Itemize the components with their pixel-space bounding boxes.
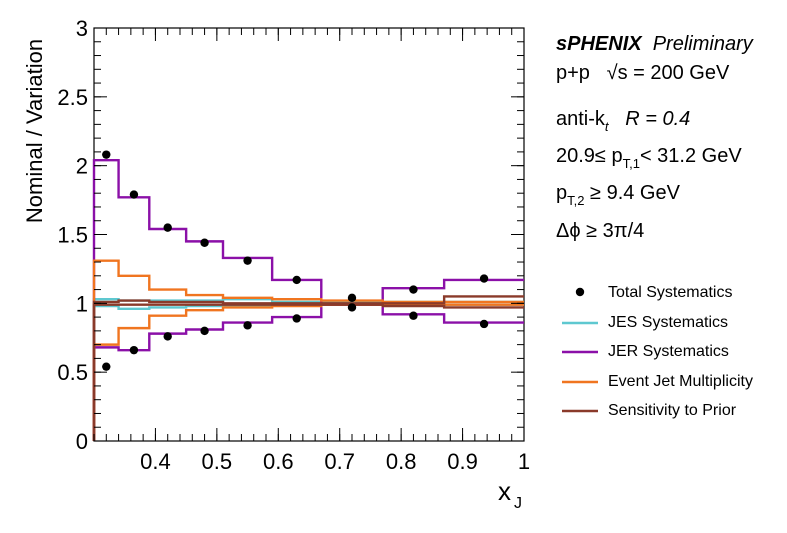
pt2-lo: p (556, 182, 568, 204)
x-tick-label: 0.8 (386, 449, 417, 474)
x-tick-label: 0.5 (202, 449, 233, 474)
jet-algo-prefix: anti-k (556, 108, 605, 130)
legend-label-multiplicity: Event Jet Multiplicity (608, 373, 753, 390)
data-point-total-systematics (102, 150, 111, 159)
leading-pt-label: 20.9≤ pT,1< 31.2 GeV (556, 145, 742, 171)
y-tick-label: 1 (76, 291, 88, 316)
y-tick-label: 3 (76, 16, 88, 41)
data-point-total-systematics (292, 275, 301, 285)
x-tick-label: 1 (518, 449, 530, 474)
x-tick-label: 0.7 (324, 449, 355, 474)
y-tick-label: 2 (76, 154, 88, 179)
x-tick-label: 0.9 (447, 449, 478, 474)
y-tick-label: 2.5 (57, 85, 88, 110)
legend-line-prior (562, 409, 598, 413)
jet-radius: R = 0.4 (625, 108, 691, 130)
dphi-label: Δϕ ≥ 3π/4 (556, 220, 645, 242)
subleading-pt-label: pT,2 ≥ 9.4 GeV (556, 182, 680, 208)
series-upper-jes-systematics (92, 298, 524, 441)
legend-label-jes: JES Systematics (608, 314, 729, 331)
series-lower-sensitivity-to-prior (92, 303, 524, 441)
x-axis-label-subscript: J (514, 495, 522, 512)
jet-algo-sub: t (604, 119, 609, 134)
data-point-total-systematics (200, 238, 209, 247)
data-point-total-systematics (200, 326, 209, 336)
pt1-sub: T,1 (622, 156, 640, 171)
series-upper-jer-systematics (92, 158, 524, 441)
y-tick-label: 0 (76, 429, 88, 454)
series-lower-jes-systematics (92, 303, 524, 441)
pt2-hi: ≥ 9.4 GeV (590, 182, 680, 204)
data-point-total-systematics (479, 274, 489, 283)
pt1-hi: < 31.2 GeV (639, 145, 742, 167)
data-point-total-systematics (409, 311, 418, 320)
pt1-lo: 20.9≤ p (556, 145, 623, 167)
energy-text: √s = 200 GeV (606, 62, 730, 84)
legend-line-jer (562, 350, 598, 354)
collision-system-label: p+p √s = 200 GeV (556, 62, 729, 85)
jet-algorithm-label: anti-kt R = 0.4 (556, 108, 691, 134)
y-tick-label: 0.5 (57, 360, 88, 385)
legend-label-total: Total Systematics (608, 284, 733, 301)
x-tick-label: 0.6 (263, 449, 294, 474)
pt2-sub: T,2 (567, 193, 585, 208)
data-point-total-systematics (243, 256, 252, 265)
data-point-total-systematics (129, 345, 139, 355)
series-upper-event-jet-multiplicity (92, 259, 524, 441)
experiment-label: sPHENIX Preliminary (556, 33, 753, 56)
x-tick-label: 0.4 (140, 449, 171, 474)
status-label: Preliminary (652, 33, 753, 55)
experiment-name: sPHENIX (556, 33, 642, 55)
data-point-total-systematics (479, 319, 489, 329)
legend-label-jer: JER Systematics (608, 343, 729, 360)
legend-line-multiplicity (562, 380, 598, 384)
data-point-total-systematics (102, 362, 111, 371)
data-point-total-systematics (163, 332, 172, 341)
data-point-total-systematics (347, 303, 357, 312)
data-point-total-systematics (129, 190, 139, 199)
legend-marker-total (575, 287, 585, 297)
data-point-total-systematics (347, 293, 357, 303)
legend-line-jes (562, 321, 598, 325)
data-point-total-systematics (409, 285, 418, 294)
series-lower-event-jet-multiplicity (92, 303, 524, 441)
data-point-total-systematics (292, 314, 301, 323)
data-point-total-systematics (163, 223, 172, 232)
y-axis-label: Nominal / Variation (22, 39, 47, 223)
data-point-total-systematics (243, 321, 252, 330)
legend-label-prior: Sensitivity to Prior (608, 402, 737, 419)
plot-frame (93, 27, 525, 442)
series-upper-sensitivity-to-prior (92, 295, 524, 441)
series-lower-jer-systematics (92, 303, 524, 441)
y-tick-label: 1.5 (57, 223, 88, 248)
system-text: p+p (556, 62, 590, 84)
x-axis-label: x (498, 476, 511, 506)
